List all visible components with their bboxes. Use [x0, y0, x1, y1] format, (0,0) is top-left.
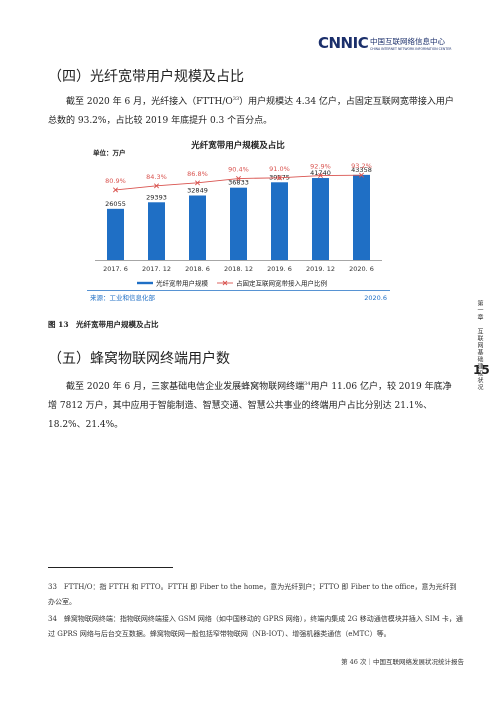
chapter-title: 第一章 互联网基础建设状况	[476, 300, 483, 391]
section-5-paragraph: 截至 2020 年 6 月，三家基础电信企业发展蜂窝物联网终端34用户 11.0…	[48, 375, 458, 435]
section-5-heading: （五）蜂窝物联网终端用户数	[48, 351, 230, 367]
logo-en-text: CHINA INTERNET NETWORK INFORMATION CENTE…	[370, 47, 452, 51]
footnote-33: 33 FTTH/O：指 FTTH 和 FTTO。FTTH 即 Fiber to …	[48, 580, 463, 610]
bar-value-3: 36833	[228, 179, 249, 187]
bar-2	[189, 195, 206, 260]
section-4-para-b: ）用户规模达 4.34 亿户，占固定互联网宽带接入用户总数的 93.2%，占比较…	[48, 97, 454, 126]
legend-line-marker	[222, 280, 228, 286]
bar-value-5: 41740	[310, 169, 331, 177]
bar-value-2: 32849	[187, 186, 208, 194]
bar-value-1: 29393	[146, 193, 167, 201]
section-4-para-a: 截至 2020 年 6 月，光纤接入（FTTH/O	[66, 97, 233, 107]
chart-date: 2020.6	[364, 294, 387, 302]
x-tick-2: 2018. 6	[185, 265, 210, 273]
logo-cn-text: 中国互联网络信息中心	[370, 37, 445, 46]
ratio-point-1	[153, 183, 160, 189]
page-footer: 第 46 次｜中国互联网络发展状况统计报告	[341, 658, 464, 666]
cnnic-logo: CNNIC 中国互联网络信息中心 CHINA INTERNET NETWORK …	[318, 34, 478, 58]
bar-4	[271, 182, 288, 260]
legend-bar-label: 光纤宽带用户规模	[156, 279, 209, 288]
x-tick-0: 2017. 6	[103, 265, 128, 273]
footnote-33-num: 33	[48, 583, 57, 591]
footnote-ref-33: 33	[232, 96, 240, 102]
x-tick-5: 2019. 12	[306, 265, 335, 273]
fiber-broadband-chart: 光纤宽带用户规模及占比单位：万户 26055 2017. 6 29393 2017. 1…	[87, 136, 390, 304]
x-tick-1: 2017. 12	[142, 265, 171, 273]
x-tick-3: 2018. 12	[224, 265, 253, 273]
bar-value-0: 26055	[105, 200, 126, 208]
chapter-sidebar: 第一章 互联网基础建设状况 15	[470, 300, 490, 440]
ratio-label-1: 84.3%	[146, 173, 167, 181]
section-4-heading: （四）光纤宽带用户规模及占比	[48, 69, 244, 85]
legend-line-label: 占固定互联网宽带接入用户比例	[236, 279, 327, 288]
chart-source: 来源：工业和信息化部	[90, 293, 156, 302]
bar-1	[148, 202, 165, 260]
ratio-point-4	[276, 175, 283, 181]
ratio-point-2	[194, 180, 201, 186]
section-5-para-b: 用户 11.06 亿户，较 2019 年底净增 7812 万户，其中应用于智能制…	[48, 382, 452, 430]
bar-3	[230, 187, 247, 260]
ratio-label-5: 92.9%	[310, 163, 331, 171]
x-tick-6: 2020. 6	[349, 265, 374, 273]
ratio-label-2: 86.8%	[187, 170, 208, 178]
ratio-label-3: 90.4%	[228, 166, 249, 174]
chart-unit-label: 单位：万户	[93, 148, 126, 157]
chart-title: 光纤宽带用户规模及占比	[190, 140, 285, 151]
page-number: 15	[473, 363, 490, 377]
footnote-34-num: 34	[48, 615, 57, 623]
ratio-label-0: 80.9%	[105, 177, 126, 185]
x-tick-4: 2019. 6	[267, 265, 292, 273]
footnote-34-text: 蜂窝物联网终端：指物联网终端接入 GSM 网络（如中国移动的 GPRS 网络），…	[48, 615, 463, 638]
ratio-label-6: 93.2%	[351, 162, 372, 170]
bar-5	[312, 178, 329, 260]
section-4-paragraph: 截至 2020 年 6 月，光纤接入（FTTH/O33）用户规模达 4.34 亿…	[48, 90, 458, 131]
ratio-point-3	[235, 176, 242, 182]
ratio-point-5	[317, 173, 324, 179]
ratio-label-4: 91.0%	[269, 165, 290, 173]
footnote-divider	[48, 567, 173, 568]
bar-6	[353, 174, 370, 260]
bar-0	[107, 208, 124, 260]
footnote-ref-34: 34	[304, 381, 311, 387]
logo-mark: CNNIC	[318, 34, 369, 52]
bar-value-6: 43358	[351, 166, 372, 174]
ratio-point-0	[112, 187, 119, 193]
section-5-para-a: 截至 2020 年 6 月，三家基础电信企业发展蜂窝物联网终端	[66, 382, 305, 392]
footnote-33-text: FTTH/O：指 FTTH 和 FTTO。FTTH 即 Fiber to the…	[48, 583, 457, 606]
footnote-34: 34 蜂窝物联网终端：指物联网终端接入 GSM 网络（如中国移动的 GPRS 网…	[48, 612, 463, 642]
figure-caption: 图 13 光纤宽带用户规模及占比	[48, 320, 159, 329]
ratio-point-6	[358, 172, 365, 178]
